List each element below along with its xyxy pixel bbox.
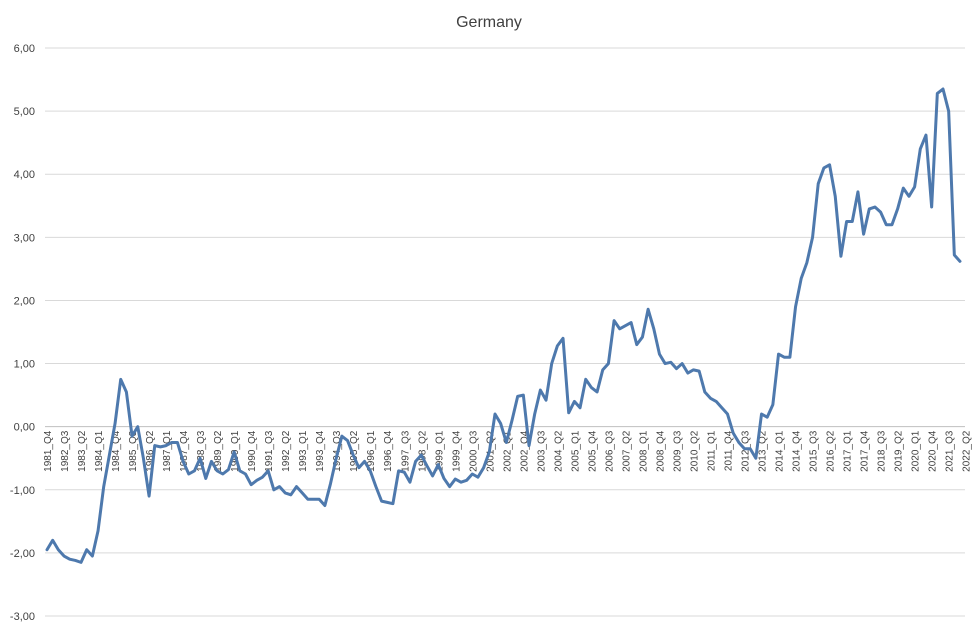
x-tick-label: 2016_Q2: [826, 430, 837, 472]
series-layer: [45, 87, 962, 564]
x-tick-label: 1998_Q2: [417, 430, 428, 472]
x-tick-label: 2013_Q2: [758, 430, 769, 472]
x-tick-label: 2007_Q2: [621, 430, 632, 472]
x-tick-label: 2011_Q1: [706, 430, 717, 471]
x-tick-label: 2004_Q2: [553, 430, 564, 472]
y-axis-ticks: -3,00 -2,00 -1,00 0,00 1,00 2,00 3,00 4,00 5,00 6…: [10, 43, 35, 623]
x-tick-label: 1997_Q3: [400, 430, 411, 472]
x-tick-label: 2017_Q1: [843, 430, 854, 472]
x-tick-label: 1981_Q4: [43, 430, 54, 472]
y-tick-label: -2,00: [10, 548, 35, 560]
x-tick-label: 2021_Q3: [945, 430, 956, 472]
chart-title: Germany: [456, 14, 522, 31]
x-tick-label: 2022_Q2: [962, 430, 973, 472]
x-tick-label: 1987_Q1: [162, 430, 173, 472]
y-tick-label: 6,00: [14, 43, 35, 55]
x-tick-label: 2010_Q2: [689, 430, 700, 472]
x-tick-label: 1995_Q2: [349, 430, 360, 472]
y-tick-label: 1,00: [14, 359, 35, 371]
x-tick-label: 1984_Q1: [94, 430, 105, 472]
y-tick-label: 2,00: [14, 295, 35, 307]
x-tick-label: 2002_Q1: [502, 430, 513, 472]
x-tick-label: 1985_Q3: [128, 430, 139, 472]
x-tick-label: 2014_Q4: [792, 430, 803, 472]
x-tick-label: 2005_Q1: [570, 430, 581, 472]
x-tick-label: 2008_Q1: [638, 430, 649, 472]
x-tick-label: 2006_Q3: [604, 430, 615, 472]
x-tick-label: 2020_Q4: [928, 430, 939, 472]
x-tick-label: 1993_Q1: [298, 430, 309, 472]
y-tick-label: -1,00: [10, 485, 35, 497]
x-tick-label: 2005_Q4: [587, 430, 598, 472]
y-tick-label: -3,00: [10, 611, 35, 623]
x-tick-label: 2002_Q4: [519, 430, 530, 472]
x-tick-label: 1986_Q2: [145, 430, 156, 472]
x-tick-label: 1990_Q4: [247, 430, 258, 472]
x-axis-ticks: 1981_Q4 1982_Q3 1983_Q2 1984_Q1 1984_Q4 1985_…: [43, 430, 973, 472]
x-tick-label: 1996_Q1: [366, 430, 377, 472]
y-tick-label: 0,00: [14, 422, 35, 434]
x-tick-label: 1999_Q1: [434, 430, 445, 472]
x-tick-label: 2009_Q3: [672, 430, 683, 472]
x-tick-label: 1990_Q1: [230, 430, 241, 472]
x-tick-label: 1996_Q4: [383, 430, 394, 472]
series-line-germany: [45, 87, 962, 564]
y-tick-label: 3,00: [14, 232, 35, 244]
x-tick-label: 2020_Q1: [911, 430, 922, 472]
x-tick-label: 2017_Q4: [860, 430, 871, 472]
x-tick-label: 1982_Q3: [60, 430, 71, 472]
y-tick-label: 4,00: [14, 169, 35, 181]
x-tick-label: 2018_Q3: [877, 430, 888, 472]
gridlines: [45, 47, 965, 617]
x-tick-label: 1993_Q4: [315, 430, 326, 472]
y-tick-label: 5,00: [14, 106, 35, 118]
x-tick-label: 2014_Q1: [775, 430, 786, 472]
x-tick-label: 1992_Q2: [281, 430, 292, 472]
x-tick-label: 1999_Q4: [451, 430, 462, 472]
x-tick-label: 2015_Q3: [809, 430, 820, 472]
x-tick-label: 1988_Q3: [196, 430, 207, 472]
x-tick-label: 2012_Q3: [741, 430, 752, 472]
x-tick-label: 2011_Q4: [723, 430, 734, 471]
x-tick-label: 1989_Q2: [213, 430, 224, 472]
x-tick-label: 1987_Q4: [179, 430, 190, 472]
x-tick-label: 2003_Q3: [536, 430, 547, 472]
x-tick-label: 2000_Q3: [468, 430, 479, 472]
x-tick-label: 1984_Q4: [111, 430, 122, 472]
x-tick-label: 2019_Q2: [894, 430, 905, 472]
x-tick-label: 2008_Q4: [655, 430, 666, 472]
x-tick-label: 1983_Q2: [77, 430, 88, 472]
x-tick-label: 1991_Q3: [264, 430, 275, 472]
